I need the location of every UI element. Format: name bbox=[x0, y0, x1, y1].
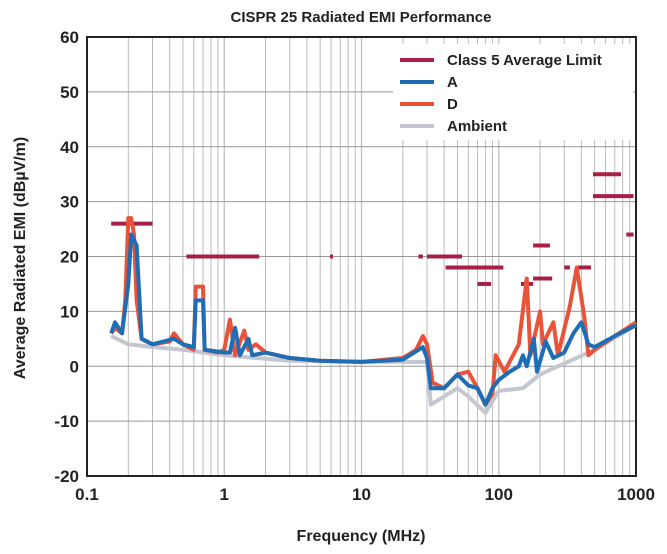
plot-frame bbox=[86, 36, 637, 477]
x-tick-label: 1000 bbox=[617, 485, 655, 504]
y-tick-label: 0 bbox=[70, 357, 79, 376]
legend-label: Class 5 Average Limit bbox=[447, 52, 602, 69]
y-tick-label: 10 bbox=[60, 302, 79, 321]
y-axis-label: Average Radiated EMI (dBµV/m) bbox=[12, 137, 29, 379]
x-tick-label: 100 bbox=[485, 485, 513, 504]
x-axis-label: Frequency (MHz) bbox=[297, 528, 426, 545]
y-tick-label: -10 bbox=[54, 412, 79, 431]
series-line-ambient bbox=[110, 323, 638, 415]
y-tick-label: -20 bbox=[54, 467, 79, 486]
legend-label: A bbox=[447, 74, 458, 91]
y-tick-label: 50 bbox=[60, 83, 79, 102]
legend-label: D bbox=[447, 96, 458, 113]
chart-title: CISPR 25 Radiated EMI Performance bbox=[231, 9, 492, 26]
x-tick-label: 1 bbox=[220, 485, 229, 504]
x-tick-label: 10 bbox=[352, 485, 371, 504]
x-tick-label: 0.1 bbox=[75, 485, 99, 504]
legend-label: Ambient bbox=[447, 118, 507, 135]
y-tick-label: 40 bbox=[60, 138, 79, 157]
y-tick-label: 20 bbox=[60, 248, 79, 267]
series-line-a bbox=[109, 232, 637, 407]
y-tick-label: 60 bbox=[60, 28, 79, 47]
y-tick-label: 30 bbox=[60, 193, 79, 212]
